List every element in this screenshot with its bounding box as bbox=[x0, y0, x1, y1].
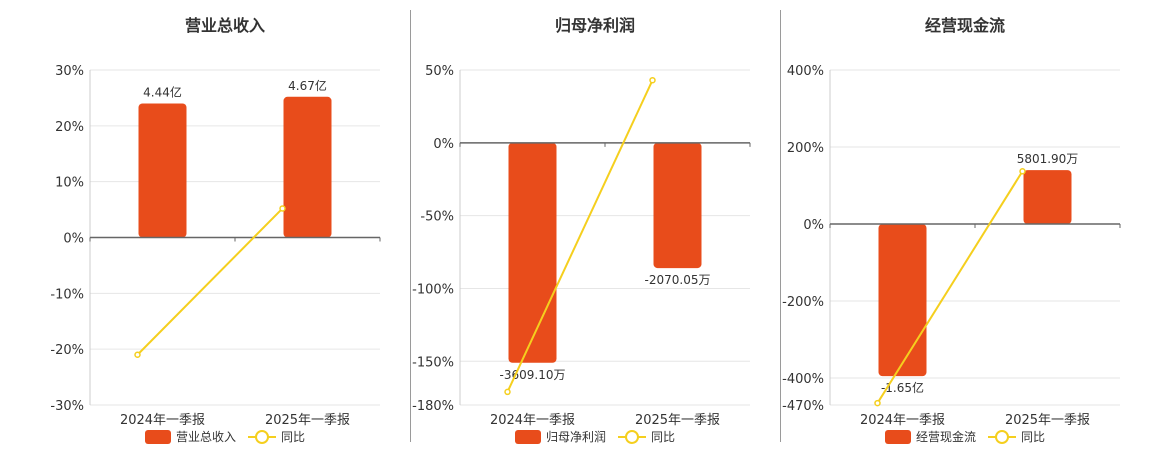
chart-title: 归母净利润 bbox=[554, 16, 635, 35]
series-line-yoy bbox=[876, 170, 1024, 404]
legend-label: 经营现金流 bbox=[915, 430, 976, 444]
bar-data-label: 4.67亿 bbox=[288, 78, 327, 93]
y-tick-label: 10% bbox=[55, 176, 84, 191]
line-point bbox=[1019, 168, 1026, 175]
bar-data-label: -1.65亿 bbox=[881, 380, 924, 395]
y-tick-label: -180% bbox=[412, 399, 454, 414]
legend-label: 同比 bbox=[651, 430, 676, 444]
legend: 营业总收入 同比 bbox=[40, 428, 410, 445]
y-tick-label: 20% bbox=[55, 120, 84, 135]
bar-data-label: 4.44亿 bbox=[143, 85, 182, 100]
line-point bbox=[134, 351, 141, 358]
chart-revenue: 30% 20% 10% 0% -10% -20% -30% 4.44亿 4.67亿 2024年一季… bbox=[50, 64, 381, 428]
y-tick-label: -200% bbox=[782, 295, 824, 310]
y-tick-label: 0% bbox=[433, 137, 454, 152]
legend-item-bar[interactable]: 营业总收入 bbox=[144, 428, 236, 445]
bar bbox=[1023, 170, 1072, 225]
legend-label: 同比 bbox=[1021, 430, 1046, 444]
y-tick-label: -30% bbox=[50, 399, 84, 414]
legend-label: 归母净利润 bbox=[545, 430, 606, 444]
legend-swatch-bar bbox=[144, 429, 171, 444]
y-tick-label: -400% bbox=[782, 372, 824, 387]
y-tick-label: -10% bbox=[50, 287, 84, 302]
chart-panel-revenue: 营业总收入 30% 20% 10% 0% -10% -20% -30% 4.44亿 4.67亿 2… bbox=[40, 0, 410, 450]
line-point bbox=[504, 388, 511, 396]
y-tick-label: 400% bbox=[787, 64, 824, 79]
y-tick-label: 0% bbox=[803, 218, 824, 233]
chart-net-profit: 50% 0% -50% -100% -150% -180% -3609.10万 -2070.0… bbox=[412, 64, 751, 428]
bar bbox=[283, 96, 332, 238]
bar bbox=[138, 103, 187, 238]
chart-panel-cash-flow: 经营现金流 400% 200% 0% -200% -400% -470% -1.65亿 580… bbox=[780, 0, 1150, 450]
legend-label: 营业总收入 bbox=[175, 430, 236, 444]
legend-item-line[interactable]: 同比 bbox=[988, 428, 1045, 445]
legend-swatch-bar bbox=[514, 429, 541, 444]
x-tick-label: 2025年一季报 bbox=[1005, 413, 1090, 428]
line-point bbox=[649, 76, 656, 84]
y-tick-label: 50% bbox=[425, 64, 454, 79]
legend-item-line[interactable]: 同比 bbox=[248, 428, 305, 445]
y-tick-label: -150% bbox=[412, 355, 454, 370]
x-tick-label: 2025年一季报 bbox=[635, 413, 720, 428]
legend: 经营现金流 同比 bbox=[780, 428, 1150, 445]
x-tick-label: 2024年一季报 bbox=[860, 413, 945, 428]
x-tick-label: 2024年一季报 bbox=[490, 413, 575, 428]
y-tick-label: -20% bbox=[50, 343, 84, 358]
y-tick-label: 0% bbox=[63, 232, 84, 247]
legend-swatch-line bbox=[988, 429, 1016, 444]
series-line-yoy bbox=[506, 79, 654, 393]
series-line-yoy bbox=[136, 207, 284, 356]
legend: 归母净利润 同比 bbox=[410, 428, 780, 445]
chart-title: 营业总收入 bbox=[184, 16, 265, 35]
y-tick-label: 200% bbox=[787, 141, 824, 156]
legend-swatch-bar bbox=[884, 429, 911, 444]
bar bbox=[508, 142, 557, 363]
panel-divider bbox=[780, 10, 781, 442]
x-tick-label: 2024年一季报 bbox=[120, 413, 205, 428]
chart-panel-net-profit: 归母净利润 50% 0% -50% -100% -150% -180% -3609.10万 -… bbox=[410, 0, 780, 450]
y-tick-label: -100% bbox=[412, 282, 454, 297]
y-tick-label: 30% bbox=[55, 64, 84, 79]
bar bbox=[878, 224, 927, 377]
line-point bbox=[279, 205, 286, 212]
legend-swatch-line bbox=[248, 429, 276, 444]
bar-data-label: -2070.05万 bbox=[645, 273, 711, 287]
y-tick-label: -50% bbox=[420, 210, 454, 225]
y-tick-label: -470% bbox=[782, 399, 824, 414]
legend-label: 同比 bbox=[281, 430, 306, 444]
bar-data-label: 5801.90万 bbox=[1017, 152, 1079, 166]
legend-item-bar[interactable]: 经营现金流 bbox=[884, 428, 976, 445]
chart-title: 经营现金流 bbox=[924, 16, 1005, 35]
legend-item-line[interactable]: 同比 bbox=[618, 428, 675, 445]
legend-swatch-line bbox=[618, 429, 646, 444]
line-point bbox=[874, 399, 881, 407]
x-tick-label: 2025年一季报 bbox=[265, 413, 350, 428]
panel-divider bbox=[410, 10, 411, 442]
bar bbox=[653, 142, 702, 269]
chart-cash-flow: 400% 200% 0% -200% -400% -470% -1.65亿 5801.90万 2… bbox=[782, 64, 1121, 428]
legend-item-bar[interactable]: 归母净利润 bbox=[514, 428, 606, 445]
bar-data-label: -3609.10万 bbox=[500, 368, 566, 382]
